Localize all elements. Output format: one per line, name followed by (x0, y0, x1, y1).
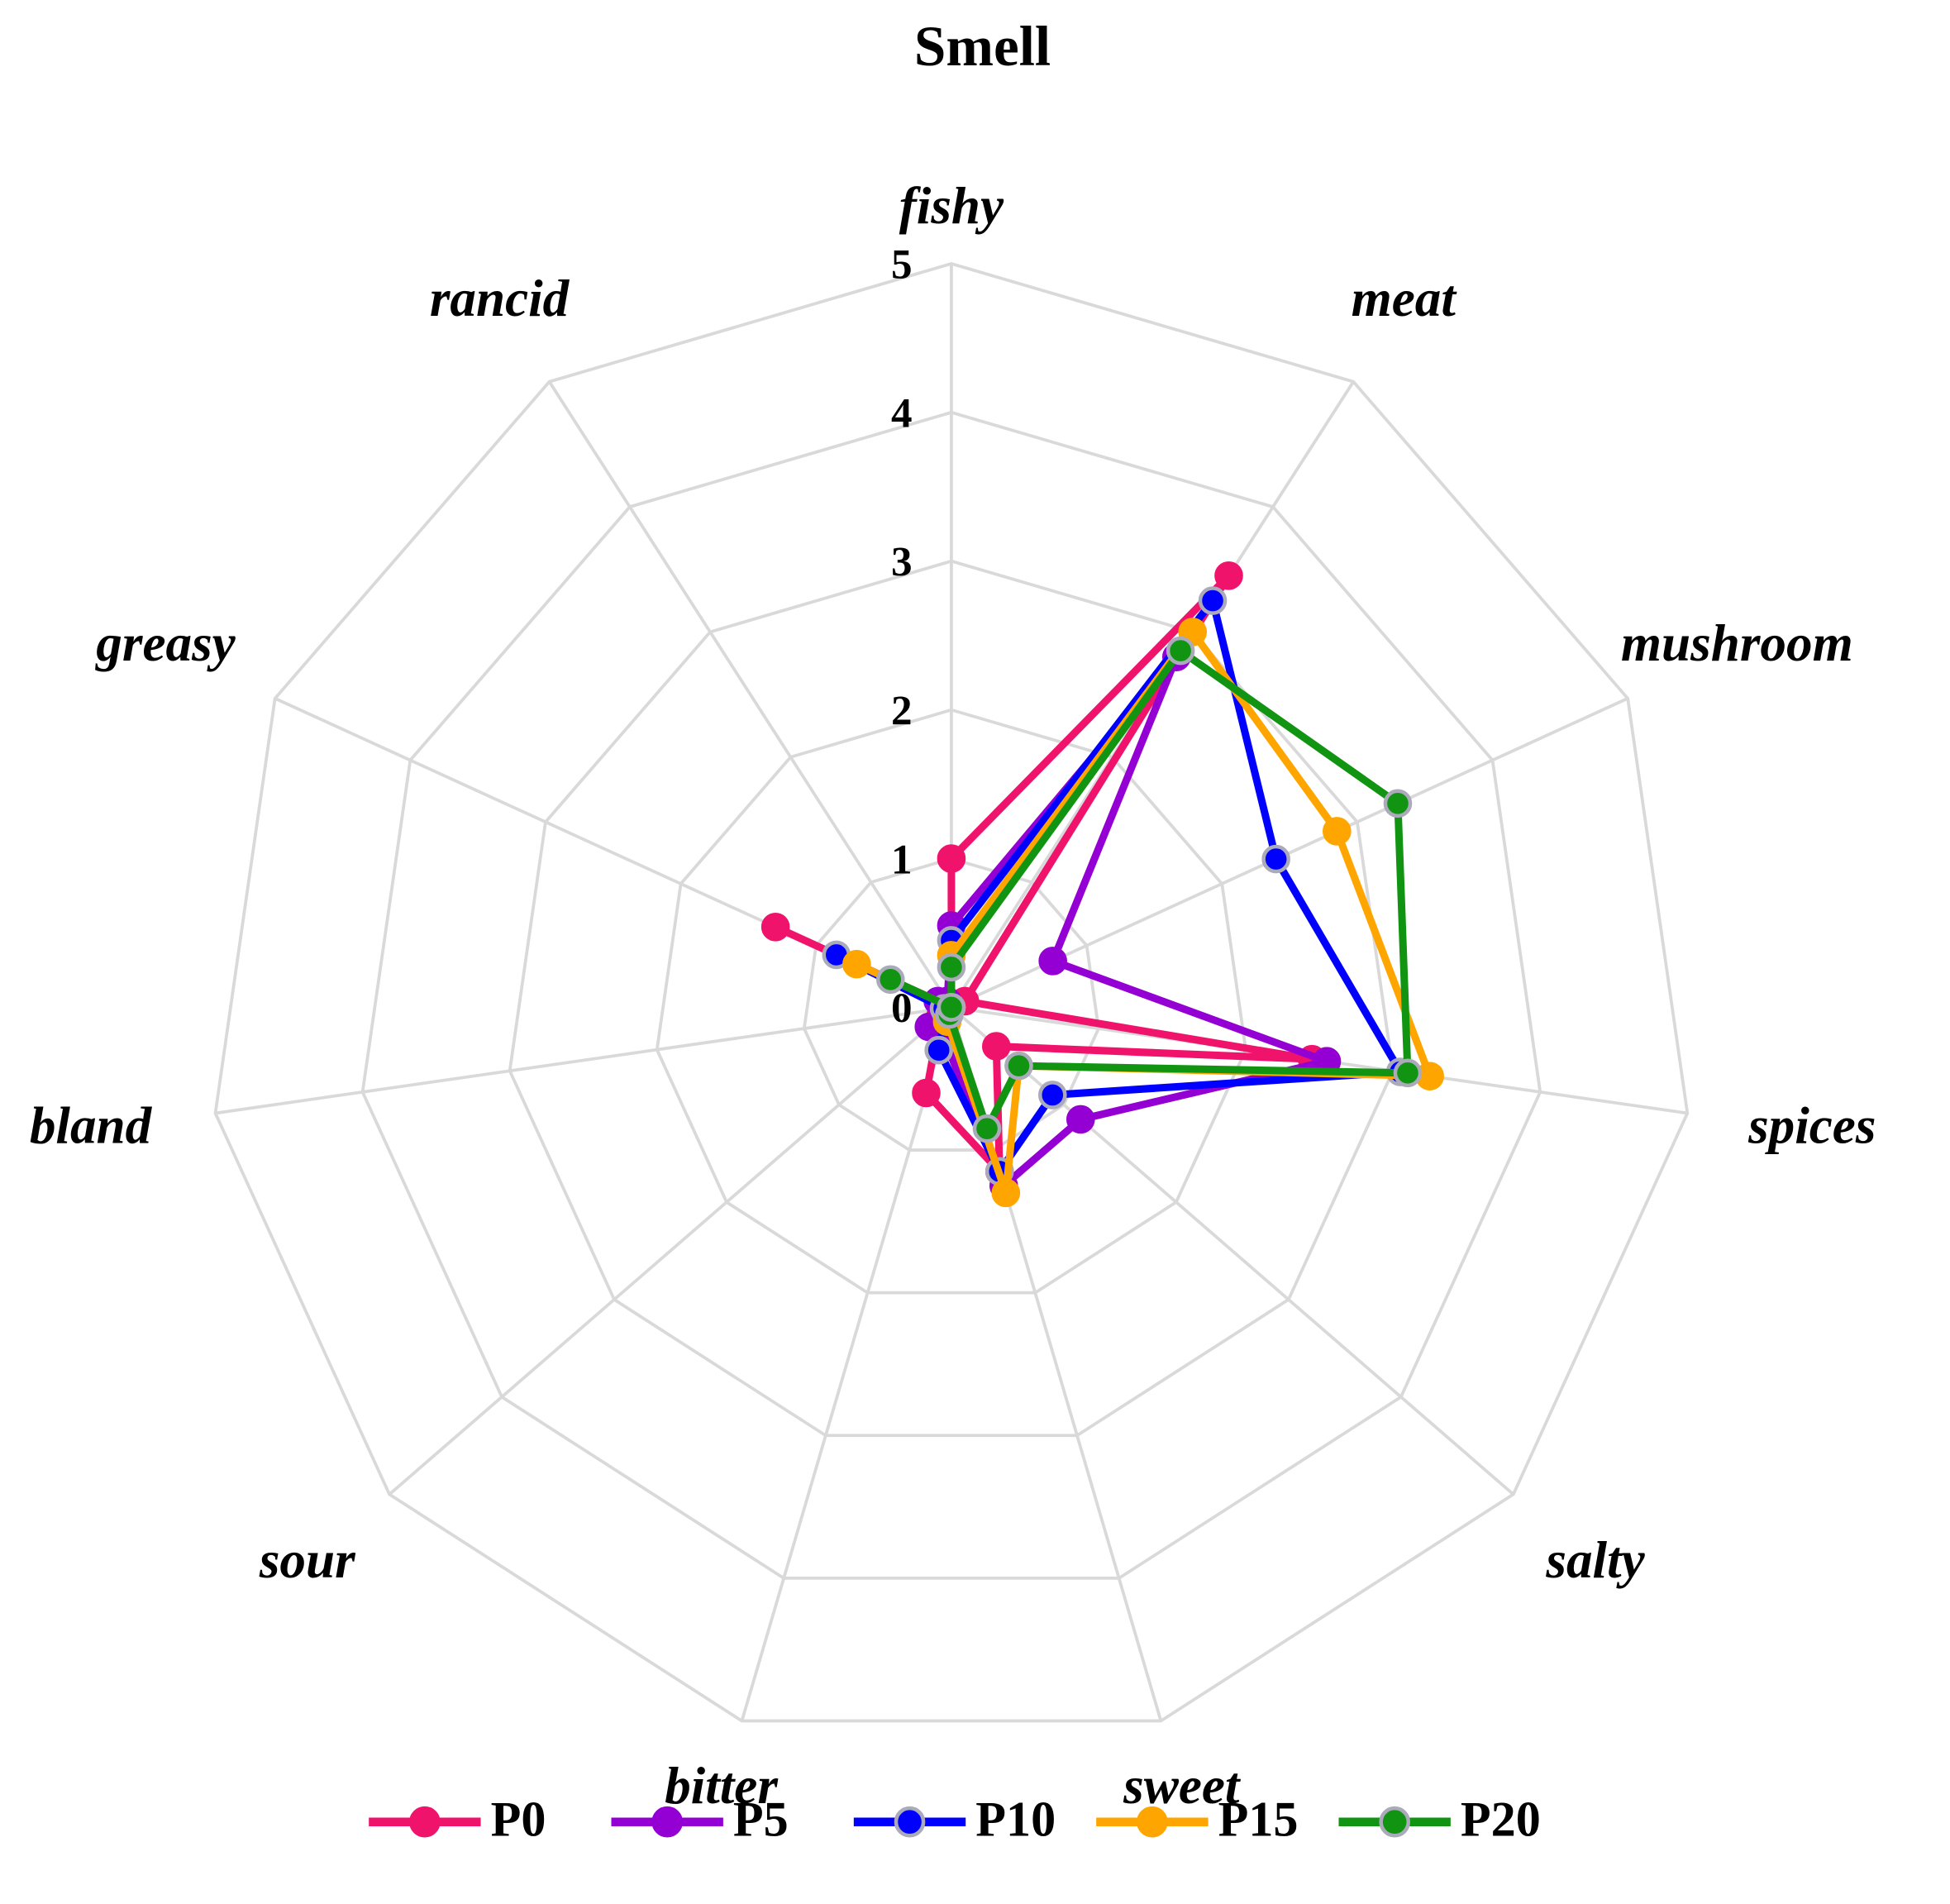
marker (1393, 1058, 1423, 1088)
spoke (388, 1006, 953, 1496)
chart-title: Smell (914, 14, 1051, 78)
marker (982, 1032, 1011, 1061)
marker (912, 1078, 941, 1108)
axis-label: greasy (94, 614, 236, 672)
legend-label: P0 (491, 1792, 546, 1848)
marker (760, 912, 790, 942)
legend-label: P10 (975, 1792, 1056, 1848)
marker (1066, 1105, 1095, 1134)
r-tick-label: 1 (891, 836, 913, 883)
grid-ring (213, 261, 1690, 1723)
marker (991, 1178, 1021, 1208)
spoke (548, 380, 953, 1009)
r-tick-label: 4 (891, 390, 913, 437)
legend-marker (894, 1806, 926, 1838)
grid-ring (508, 559, 1395, 1438)
marker (1198, 586, 1228, 615)
marker (1166, 636, 1195, 666)
legend-label: P15 (1218, 1792, 1299, 1848)
marker (937, 952, 966, 982)
spoke (740, 1006, 953, 1722)
spoke (215, 1005, 952, 1115)
r-tick-label: 2 (891, 687, 913, 734)
marker (972, 1114, 1002, 1143)
marker (1261, 844, 1290, 874)
marker (1383, 789, 1413, 818)
marker (1323, 817, 1352, 846)
axis-label: bitter (665, 1757, 779, 1815)
axis-label: sweet (1123, 1757, 1242, 1815)
marker (924, 1035, 954, 1065)
marker (1004, 1051, 1033, 1081)
marker (1038, 947, 1067, 976)
legend-marker (651, 1806, 684, 1838)
marker (1214, 561, 1243, 590)
axis-label: salty (1545, 1531, 1645, 1589)
axis-label: mushroom (1621, 614, 1853, 672)
axis-label: spices (1747, 1097, 1876, 1155)
grid-ring (360, 410, 1542, 1580)
legend-label: P5 (733, 1792, 789, 1848)
grid-ring (802, 857, 1100, 1152)
axis-label: fishy (899, 177, 1004, 235)
axis-label: meat (1352, 270, 1458, 327)
marker (937, 993, 966, 1022)
marker (1037, 1081, 1067, 1109)
r-tick-label: 3 (891, 538, 913, 585)
legend-label: P20 (1461, 1792, 1541, 1848)
legend-marker (1137, 1806, 1168, 1838)
marker (842, 949, 871, 979)
marker (875, 965, 905, 995)
legend-marker (1379, 1806, 1410, 1838)
axis-label: rancid (430, 270, 570, 327)
axis-label: sour (259, 1531, 356, 1589)
marker (937, 844, 966, 873)
grid-ring (655, 708, 1248, 1295)
axis-label: bland (30, 1097, 153, 1155)
legend-marker (409, 1806, 441, 1838)
series-line (771, 571, 1316, 1176)
r-tick-label: 5 (891, 241, 913, 289)
